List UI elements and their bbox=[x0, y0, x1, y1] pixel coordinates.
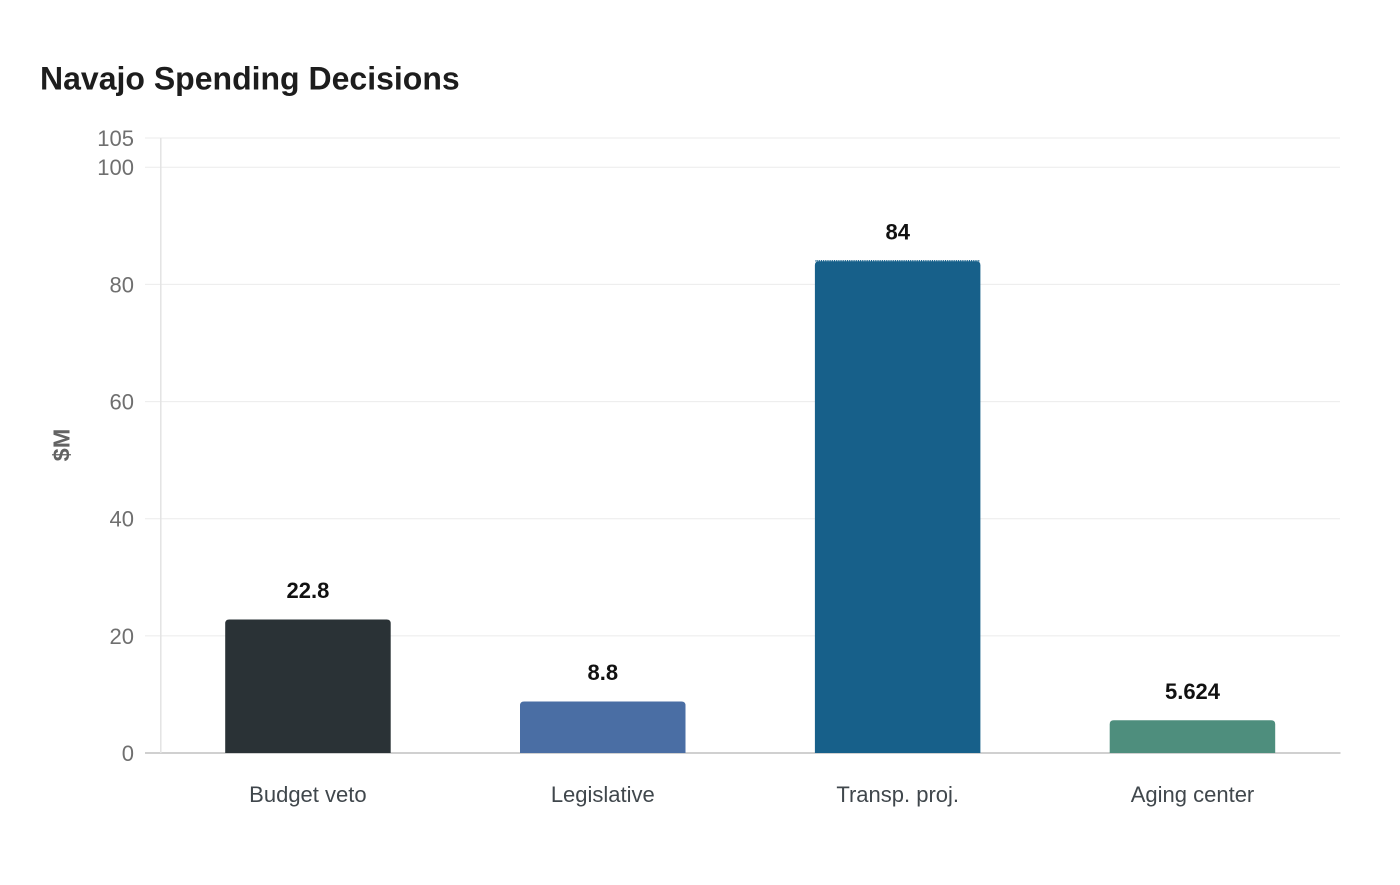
svg-text:$M: $M bbox=[49, 429, 75, 462]
svg-text:8.8: 8.8 bbox=[588, 660, 619, 685]
svg-text:105: 105 bbox=[97, 126, 134, 151]
svg-text:60: 60 bbox=[110, 390, 134, 415]
svg-text:84: 84 bbox=[885, 220, 910, 245]
svg-text:Transp. proj.: Transp. proj. bbox=[836, 782, 959, 807]
svg-text:0: 0 bbox=[122, 741, 134, 766]
svg-text:Aging center: Aging center bbox=[1131, 782, 1255, 807]
svg-text:Legislative: Legislative bbox=[551, 782, 655, 807]
svg-text:20: 20 bbox=[110, 624, 134, 649]
svg-text:22.8: 22.8 bbox=[286, 578, 329, 603]
svg-text:Budget veto: Budget veto bbox=[249, 782, 366, 807]
svg-text:5.624: 5.624 bbox=[1165, 679, 1221, 704]
svg-text:40: 40 bbox=[110, 507, 134, 532]
svg-text:Navajo Spending Decisions: Navajo Spending Decisions bbox=[40, 60, 460, 96]
svg-text:100: 100 bbox=[97, 155, 134, 180]
svg-text:80: 80 bbox=[110, 272, 134, 297]
